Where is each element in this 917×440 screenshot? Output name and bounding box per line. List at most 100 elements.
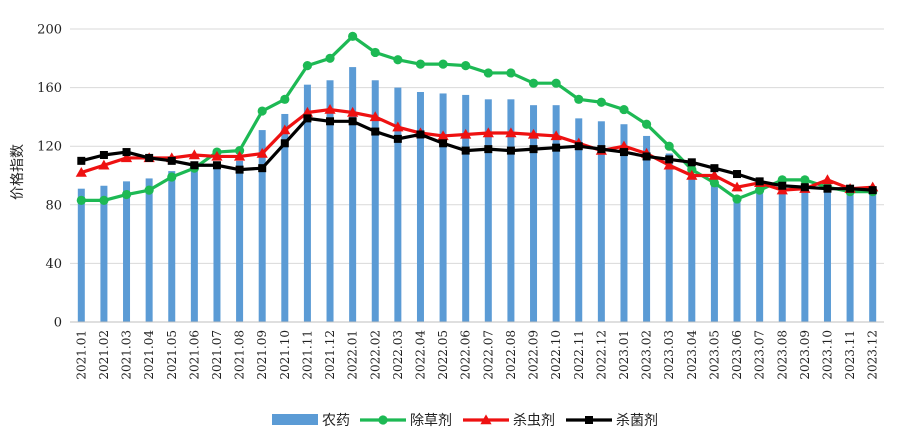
x-tick-label: 2022.10: [549, 330, 563, 380]
x-tick-label: 2023.12: [866, 330, 880, 380]
data-point: [550, 130, 562, 141]
bar: [575, 118, 583, 323]
data-point: [303, 114, 312, 123]
bar: [665, 153, 673, 322]
y-tick-label: 40: [45, 257, 62, 272]
gridlines: [70, 28, 884, 264]
bar: [349, 67, 357, 322]
y-tick-label: 0: [54, 316, 62, 331]
x-tick-label: 2021.10: [278, 330, 292, 380]
data-point: [482, 127, 494, 138]
data-point: [371, 127, 380, 136]
x-tick-label: 2022.02: [368, 330, 382, 380]
data-point: [687, 165, 697, 175]
data-point: [437, 130, 449, 141]
data-point: [641, 119, 652, 129]
data-point: [596, 97, 606, 107]
data-point: [75, 166, 87, 177]
data-point: [280, 139, 289, 148]
bar: [394, 87, 402, 322]
data-point: [732, 194, 742, 204]
data-point: [709, 178, 720, 188]
bar-series: [77, 67, 877, 323]
x-tick-label: 2023.07: [753, 330, 767, 380]
bar: [846, 193, 854, 322]
bar: [371, 80, 379, 323]
data-point: [324, 103, 336, 114]
x-tick-label: 2021.05: [165, 330, 179, 380]
x-tick-label: 2023.01: [617, 330, 631, 380]
data-point: [868, 186, 877, 195]
data-point: [574, 142, 583, 151]
series-line: [81, 34, 873, 203]
bar: [733, 197, 741, 322]
data-point: [99, 195, 109, 206]
data-point: [393, 134, 402, 143]
bar: [281, 113, 289, 322]
data-point: [597, 145, 606, 154]
data-point: [438, 59, 448, 69]
legend-swatch: [272, 414, 318, 425]
bar: [303, 84, 311, 322]
x-tick-label: 2022.01: [346, 330, 360, 380]
bar: [258, 130, 266, 322]
legend-label: 杀虫剂: [513, 413, 555, 429]
data-point: [687, 158, 696, 167]
bar: [643, 135, 651, 322]
data-point: [506, 68, 516, 78]
bar: [507, 99, 515, 322]
data-point: [461, 61, 471, 71]
data-point: [778, 181, 787, 190]
bar: [145, 178, 153, 322]
x-tick-label: 2021.06: [187, 330, 201, 380]
y-tick-label: 120: [37, 140, 62, 155]
data-point: [121, 189, 132, 200]
x-tick-label: 2023.10: [820, 330, 834, 380]
data-point: [823, 184, 832, 193]
data-point: [256, 147, 268, 158]
bar: [688, 175, 696, 322]
data-point: [302, 61, 313, 71]
x-tick-label: 2023.03: [662, 330, 676, 380]
data-point: [279, 124, 291, 135]
legend-item: 杀菌剂: [566, 413, 658, 429]
x-tick-label: 2021.03: [120, 330, 134, 380]
data-point: [642, 152, 651, 161]
x-tick-label: 2021.02: [97, 330, 111, 380]
bar: [462, 94, 470, 322]
x-tick-label: 2022.07: [481, 330, 495, 380]
series-line: [80, 107, 873, 192]
data-point: [234, 145, 245, 156]
data-point: [99, 150, 108, 159]
data-point: [619, 104, 629, 115]
bar: [326, 80, 334, 323]
data-point: [574, 94, 584, 104]
x-tick-label: 2021.01: [74, 330, 88, 380]
data-point: [480, 414, 492, 425]
data-point: [618, 140, 630, 151]
x-tick-label: 2021.11: [300, 330, 314, 380]
data-point: [190, 161, 199, 170]
data-point: [755, 185, 765, 195]
y-axis-label: 价格指数: [10, 144, 26, 200]
x-tick-label: 2021.12: [323, 330, 337, 380]
data-point: [370, 47, 380, 58]
x-tick-label: 2022.04: [413, 330, 427, 380]
line-series: [75, 31, 879, 206]
data-point: [167, 172, 177, 182]
data-point: [755, 177, 764, 186]
x-tick-label: 2022.08: [504, 330, 518, 380]
data-point: [439, 139, 448, 148]
data-point: [378, 415, 388, 425]
data-point: [212, 161, 221, 170]
bar: [236, 160, 244, 322]
bar: [190, 168, 198, 322]
data-point: [619, 148, 628, 157]
data-point: [77, 156, 86, 165]
bar: [552, 105, 560, 323]
data-point: [665, 155, 674, 164]
data-point: [708, 169, 721, 180]
data-point: [731, 181, 743, 192]
